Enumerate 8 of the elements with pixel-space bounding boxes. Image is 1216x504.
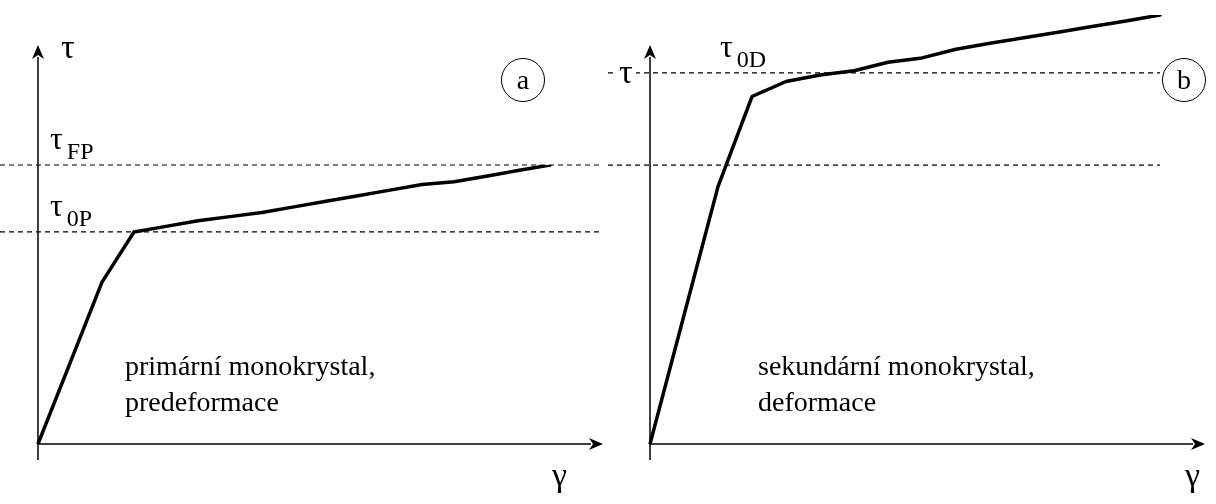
- x-axis-title: γ: [1185, 456, 1201, 493]
- annotation: primární monokrystal, predeformace: [125, 349, 376, 420]
- y-axis-title: τ: [616, 53, 636, 90]
- annotation: sekundární monokrystal, deformace: [758, 349, 1035, 420]
- x-axis-title: γ: [552, 456, 568, 493]
- annotation: b: [1162, 58, 1206, 102]
- y-axis-title: τ: [58, 28, 78, 65]
- text: a: [501, 58, 545, 102]
